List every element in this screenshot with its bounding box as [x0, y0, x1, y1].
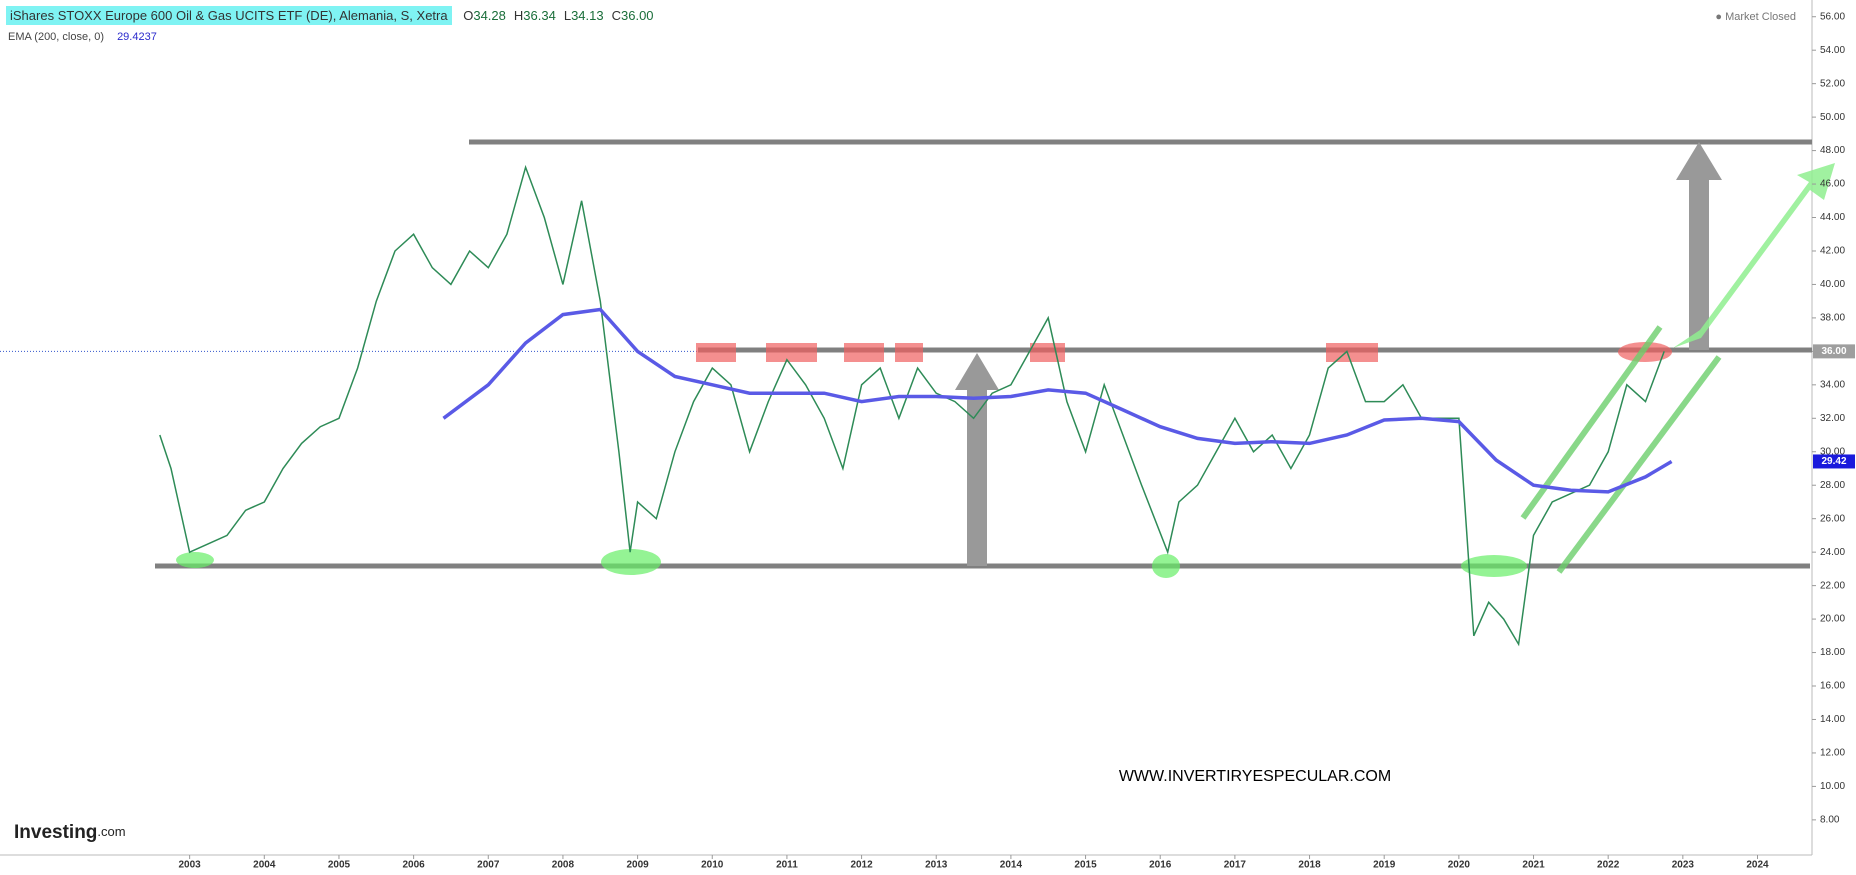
ohlc-value: 36.00 [621, 8, 654, 23]
annotations [155, 139, 1835, 578]
y-tick-label: 34.00 [1820, 379, 1845, 390]
y-tick-label: 14.00 [1820, 714, 1845, 725]
y-tick-label: 12.00 [1820, 748, 1845, 759]
ohlc-key: L [563, 8, 572, 23]
mark [176, 552, 214, 568]
y-tick-label: 20.00 [1820, 614, 1845, 625]
watermark: WWW.INVERTIRYESPECULAR.COM [1119, 768, 1391, 785]
y-tick-label: 38.00 [1820, 313, 1845, 324]
logo-suffix: .com [97, 824, 125, 839]
y-tick-label: 10.00 [1820, 781, 1845, 792]
y-tick-label: 18.00 [1820, 647, 1845, 658]
x-tick-label: 2020 [1448, 860, 1471, 871]
x-tick-label: 2007 [477, 860, 500, 871]
x-tick-label: 2022 [1597, 860, 1620, 871]
ohlc-item: H36.34 [514, 8, 556, 23]
x-tick-label: 2015 [1074, 860, 1097, 871]
y-tick-label: 24.00 [1820, 547, 1845, 558]
price-tag [1813, 344, 1855, 359]
y-tick-label: 32.00 [1820, 413, 1845, 424]
logo-main: Investing [14, 822, 97, 843]
mark [601, 549, 661, 575]
ohlc-key: C [611, 8, 621, 23]
status: ● Market Closed [1715, 11, 1796, 23]
x-tick-label: 2016 [1149, 860, 1172, 871]
price-tag [1813, 454, 1855, 469]
y-tick-label: 22.00 [1820, 580, 1845, 591]
x-tick-label: 2005 [328, 860, 351, 871]
support-marks [176, 549, 1527, 578]
y-tick-label: 30.00 [1820, 446, 1845, 457]
x-tick-label: 2012 [850, 860, 873, 871]
x-tick-label: 2019 [1373, 860, 1396, 871]
ohlc-item: L34.13 [564, 8, 604, 23]
logo: Investing.com [14, 822, 126, 843]
ohlc-value: 34.13 [571, 8, 604, 23]
status-text: Market Closed [1725, 11, 1796, 23]
y-tick-label: 16.00 [1820, 681, 1845, 692]
y-tick-label: 8.00 [1820, 815, 1840, 826]
indicator-value: 29.4237 [117, 31, 157, 43]
x-tick-label: 2021 [1522, 860, 1545, 871]
mark [1030, 343, 1065, 362]
ohlc-key: O [463, 8, 474, 23]
ohlc-key: H [513, 8, 524, 23]
chart-title: iShares STOXX Europe 600 Oil & Gas UCITS… [6, 6, 452, 25]
x-tick-label: 2023 [1672, 860, 1695, 871]
series-line [159, 164, 1665, 647]
y-tick-label: 50.00 [1820, 112, 1845, 123]
x-tick-label: 2004 [253, 860, 276, 871]
x-tick-label: 2009 [626, 860, 649, 871]
x-tick-label: 2011 [776, 860, 798, 871]
channel-line [1520, 325, 1663, 520]
x-tick-label: 2008 [552, 860, 575, 871]
mark [696, 343, 736, 362]
mark [1326, 343, 1378, 362]
y-tick-label: 56.00 [1820, 11, 1845, 22]
y-tick-label: 26.00 [1820, 513, 1845, 524]
mark [895, 343, 923, 362]
mark [1152, 554, 1180, 578]
indicator: EMA (200, close, 0) 29.4237 [8, 31, 157, 43]
y-tick-label: 48.00 [1820, 145, 1845, 156]
y-tick-label: 44.00 [1820, 212, 1845, 223]
ohlc: O34.28 H36.34 L34.13 C36.00 [455, 8, 653, 23]
x-tick-label: 2018 [1298, 860, 1321, 871]
y-tick-label: 28.00 [1820, 480, 1845, 491]
channel-line [1556, 355, 1722, 574]
y-tick-label: 40.00 [1820, 279, 1845, 290]
arrow [955, 353, 999, 566]
y-tick-label: 42.00 [1820, 246, 1845, 257]
price-tag-label: 29.42 [1821, 456, 1846, 467]
ohlc-value: 36.34 [523, 8, 556, 23]
y-tick-label: 46.00 [1820, 179, 1845, 190]
x-tick-label: 2010 [701, 860, 724, 871]
mark [844, 343, 884, 362]
mark [1461, 555, 1527, 577]
ohlc-item: C36.00 [612, 8, 654, 23]
projection-arrow [1673, 163, 1835, 348]
ohlc-item: O34.28 [463, 8, 506, 23]
y-tick-label: 52.00 [1820, 78, 1845, 89]
x-tick-label: 2006 [402, 860, 425, 871]
series-line [442, 307, 1673, 494]
x-tick-label: 2003 [179, 860, 202, 871]
target-arrows [955, 142, 1722, 566]
x-tick-label: 2017 [1224, 860, 1247, 871]
x-tick-label: 2024 [1746, 860, 1769, 871]
y-tick-label: 54.00 [1820, 45, 1845, 56]
x-tick-label: 2013 [925, 860, 948, 871]
ohlc-value: 34.28 [473, 8, 506, 23]
x-tick-label: 2014 [1000, 860, 1023, 871]
price-tag-label: 36.00 [1821, 346, 1846, 357]
header: iShares STOXX Europe 600 Oil & Gas UCITS… [6, 6, 654, 25]
arrow [1676, 142, 1722, 350]
indicator-name: EMA (200, close, 0) [8, 31, 104, 43]
mark [766, 343, 817, 362]
